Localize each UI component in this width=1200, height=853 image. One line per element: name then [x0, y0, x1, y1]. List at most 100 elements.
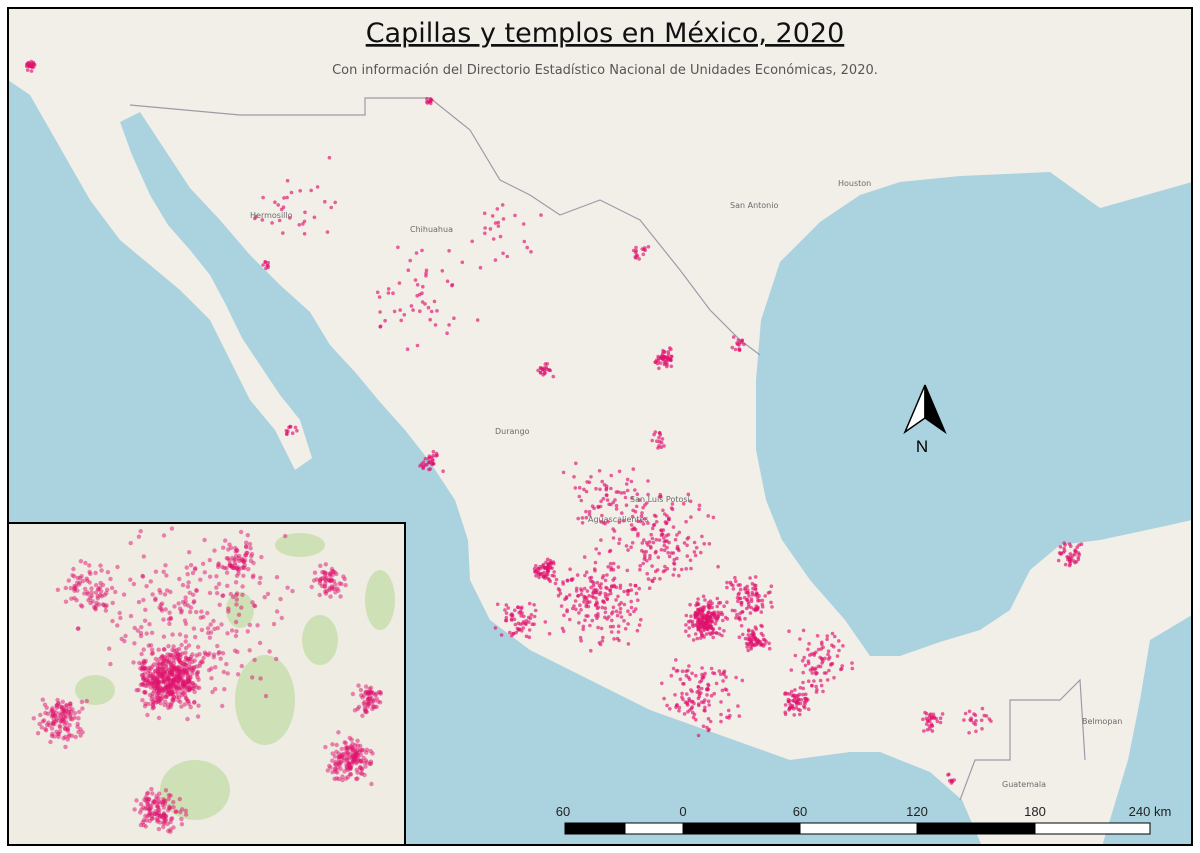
chapel-dot	[605, 493, 609, 498]
chapel-dot	[302, 219, 307, 224]
chapel-dot	[323, 744, 328, 750]
chapel-dot	[806, 647, 810, 652]
chapel-dot	[827, 668, 831, 673]
chapel-dot	[215, 591, 220, 596]
chapel-dot	[378, 310, 382, 314]
chapel-dot	[147, 622, 152, 627]
chapel-dot	[623, 495, 628, 500]
chapel-dot	[719, 700, 723, 704]
chapel-dot	[654, 537, 659, 542]
chapel-dot	[351, 747, 356, 753]
chapel-dot	[585, 598, 589, 603]
chapel-dot	[582, 487, 586, 492]
chapel-dot	[75, 724, 80, 729]
chapel-dot	[680, 669, 685, 673]
chapel-dot	[629, 545, 633, 549]
chapel-dot	[701, 605, 705, 610]
chapel-dot	[733, 579, 738, 583]
chapel-dot	[138, 633, 144, 639]
chapel-dot	[247, 622, 253, 628]
chapel-dot	[48, 739, 53, 745]
chapel-dot	[277, 218, 282, 223]
chapel-dot	[243, 544, 249, 549]
chapel-dot	[505, 254, 510, 259]
chapel-dot	[369, 690, 375, 695]
chapel-dot	[249, 554, 254, 559]
chapel-dot	[597, 551, 601, 556]
chapel-dot	[163, 788, 169, 793]
chapel-dot	[810, 652, 814, 656]
chapel-dot	[640, 511, 644, 515]
chapel-dot	[650, 526, 655, 531]
chapel-dot	[75, 626, 81, 631]
chapel-dot	[224, 570, 230, 575]
chapel-dot	[594, 547, 598, 551]
chapel-dot	[612, 576, 617, 581]
chapel-dot	[227, 542, 232, 547]
chapel-dot	[504, 615, 509, 620]
chapel-dot	[336, 730, 341, 735]
place-label: Belmopan	[1082, 717, 1122, 726]
chapel-dot	[666, 352, 671, 357]
chapel-dot	[963, 711, 968, 716]
chapel-dot	[534, 573, 538, 578]
chapel-dot	[274, 656, 279, 662]
chapel-dot	[333, 200, 338, 205]
chapel-dot	[603, 606, 608, 610]
chapel-dot	[399, 318, 404, 323]
chapel-dot	[156, 647, 161, 652]
chapel-dot	[648, 553, 652, 558]
chapel-dot	[693, 632, 698, 636]
chapel-dot	[733, 608, 737, 613]
chapel-dot	[157, 791, 162, 796]
chapel-dot	[328, 570, 333, 576]
chapel-dot	[584, 509, 588, 514]
chapel-dot	[96, 586, 101, 592]
inset-map	[7, 522, 406, 846]
chapel-dot	[493, 221, 498, 225]
chapel-dot	[816, 647, 821, 652]
chapel-dot	[135, 628, 140, 633]
chapel-dot	[715, 604, 719, 609]
chapel-dot	[358, 687, 364, 693]
scale-segment	[624, 822, 684, 835]
chapel-dot	[699, 625, 704, 630]
chapel-dot	[1073, 549, 1077, 554]
chapel-dot	[145, 790, 151, 795]
chapel-dot	[850, 661, 854, 665]
chapel-dot	[234, 591, 240, 596]
chapel-dot	[488, 227, 493, 231]
chapel-dot	[170, 692, 175, 697]
chapel-dot	[645, 540, 649, 545]
chapel-dot	[825, 637, 829, 642]
chapel-dot	[143, 824, 148, 829]
chapel-dot	[179, 704, 184, 709]
chapel-dot	[667, 516, 671, 520]
chapel-dot	[184, 656, 189, 661]
chapel-dot	[226, 606, 231, 611]
chapel-dot	[617, 537, 622, 542]
chapel-dot	[143, 666, 148, 671]
chapel-dot	[708, 599, 713, 603]
scale-label: 180	[1024, 804, 1046, 819]
chapel-dot	[330, 742, 335, 747]
chapel-dot	[50, 731, 55, 737]
chapel-dot	[665, 521, 669, 525]
chapel-dot	[814, 684, 818, 689]
chapel-dot	[171, 825, 176, 830]
chapel-dot	[685, 543, 689, 548]
chapel-dot	[594, 596, 598, 600]
chapel-dot	[744, 606, 749, 611]
chapel-dot	[334, 742, 339, 748]
chapel-dot	[178, 699, 183, 705]
chapel-dot	[618, 586, 623, 590]
chapel-dot	[722, 629, 726, 633]
chapel-dot	[625, 568, 630, 573]
chapel-dot	[482, 211, 487, 216]
chapel-dot	[582, 597, 587, 601]
chapel-dot	[806, 707, 811, 711]
chapel-dot	[538, 366, 543, 370]
chapel-dot	[616, 630, 621, 634]
chapel-dot	[657, 435, 661, 440]
